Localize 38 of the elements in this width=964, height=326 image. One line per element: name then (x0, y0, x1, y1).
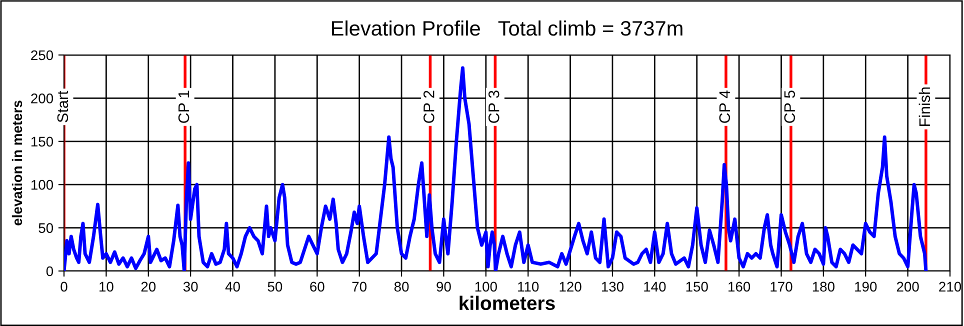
chart-title: Elevation Profile Total climb = 3737m (332, 20, 682, 36)
y-tick-label: 200 (31, 94, 54, 104)
x-tick-label: 120 (560, 282, 582, 292)
x-tick-label: 30 (183, 282, 198, 292)
y-tick-label: 100 (31, 180, 54, 190)
ref-line-label: CP 1 (178, 90, 190, 123)
y-tick-label: 0 (46, 266, 54, 276)
y-tick-label: 250 (31, 50, 54, 60)
x-tick-label: 210 (939, 282, 962, 292)
x-tick-label: 20 (141, 282, 156, 292)
ref-line-label: Finish (918, 87, 930, 126)
x-tick-label: 70 (352, 282, 367, 292)
x-axis-title: kilometers (460, 296, 555, 310)
x-tick-label: 140 (644, 282, 666, 292)
y-tick-label: 150 (31, 136, 54, 147)
ref-line-label: CP 2 (423, 90, 434, 123)
x-tick-label: 60 (310, 282, 324, 292)
x-tick-label: 40 (225, 282, 240, 292)
x-tick-label: 0 (60, 282, 68, 292)
x-tick-label: 170 (770, 282, 792, 292)
x-tick-label: 110 (518, 282, 539, 292)
x-tick-label: 150 (686, 282, 708, 292)
ref-line-label: CP 5 (784, 90, 796, 123)
x-tick-label: 80 (394, 282, 409, 292)
ref-line-label: Start (57, 90, 68, 122)
y-axis-title: elevation in meters (12, 100, 22, 226)
x-tick-label: 50 (268, 282, 282, 292)
x-tick-label: 130 (602, 282, 624, 292)
x-tick-label: 10 (100, 282, 114, 292)
x-tick-label: 180 (812, 282, 834, 292)
y-tick-label: 50 (38, 223, 54, 233)
x-tick-label: 160 (728, 282, 750, 292)
x-tick-label: 190 (855, 282, 877, 292)
ref-line-label: CP 3 (488, 90, 500, 123)
x-tick-label: 200 (896, 282, 919, 292)
x-tick-label: 90 (436, 282, 451, 292)
ref-line-label: CP 4 (719, 90, 730, 123)
x-tick-label: 100 (475, 282, 497, 292)
